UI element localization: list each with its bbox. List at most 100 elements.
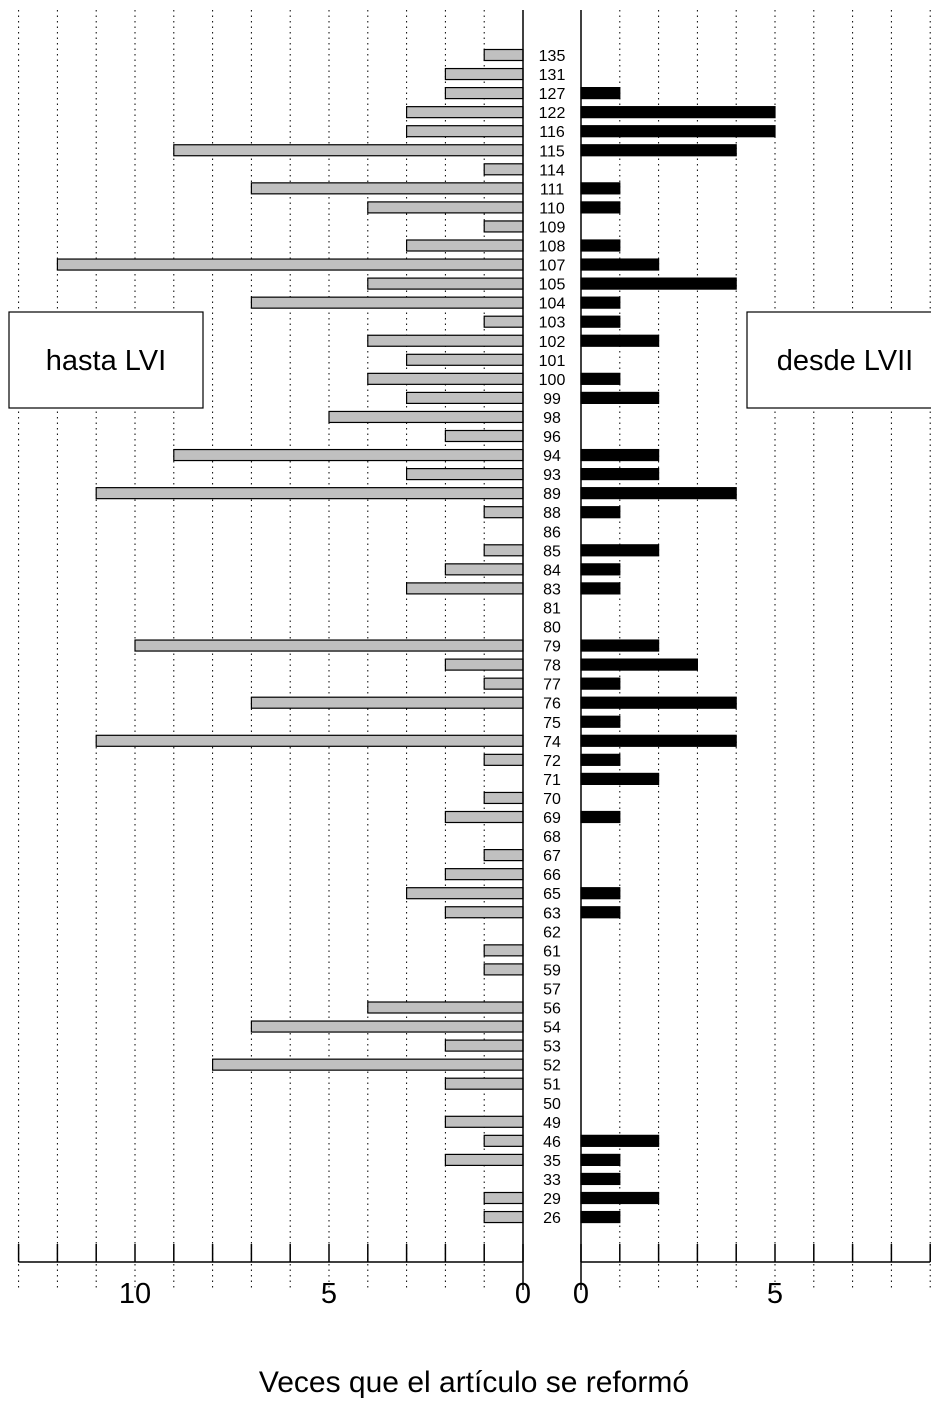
bar-left-56 (367, 1001, 524, 1014)
bar-right-107 (580, 258, 660, 271)
bar-left-35 (444, 1153, 524, 1167)
bar-left-108 (406, 239, 524, 252)
bar-left-100 (367, 372, 524, 385)
bar-right-33 (580, 1172, 621, 1186)
bar-right-63 (580, 906, 621, 919)
bar-left-49 (444, 1115, 524, 1128)
bar-left-52 (212, 1058, 524, 1071)
left-tick-label: 0 (515, 1278, 531, 1310)
bar-left-59 (483, 963, 524, 976)
bar-left-104 (250, 296, 524, 309)
bar-left-83 (406, 582, 524, 595)
category-label-109: 109 (539, 219, 566, 236)
bar-left-51 (444, 1077, 524, 1090)
bar-left-135 (483, 48, 524, 62)
legend-box-right: desde LVII (746, 311, 931, 409)
bar-right-85 (580, 544, 660, 557)
bar-left-96 (444, 429, 524, 443)
bar-left-109 (483, 220, 524, 233)
category-label-81: 81 (543, 600, 561, 617)
category-label-66: 66 (543, 867, 561, 884)
category-label-59: 59 (543, 962, 561, 979)
category-label-29: 29 (543, 1191, 561, 1208)
bar-left-63 (444, 906, 524, 919)
right-panel-label: desde LVII (777, 345, 914, 377)
bars (56, 48, 776, 1224)
bar-left-88 (483, 506, 524, 519)
bar-right-116 (580, 125, 776, 138)
category-label-80: 80 (543, 620, 561, 637)
category-label-53: 53 (543, 1039, 561, 1056)
x-axis-title: Veces que el artículo se reformó (259, 1366, 689, 1399)
category-label-77: 77 (543, 677, 561, 694)
category-label-99: 99 (543, 391, 561, 408)
bar-right-77 (580, 677, 621, 690)
category-label-116: 116 (539, 124, 565, 141)
category-label-107: 107 (539, 258, 566, 275)
bar-right-71 (580, 772, 660, 786)
bar-right-111 (580, 182, 621, 195)
category-label-33: 33 (543, 1172, 561, 1189)
bar-left-66 (444, 868, 524, 881)
category-label-61: 61 (543, 943, 561, 960)
bar-right-104 (580, 296, 621, 309)
category-label-84: 84 (543, 562, 561, 579)
bar-left-93 (406, 468, 524, 481)
bar-left-89 (95, 487, 524, 500)
category-label-70: 70 (543, 791, 561, 808)
category-label-76: 76 (543, 696, 561, 713)
bar-left-114 (483, 163, 524, 176)
bar-right-110 (580, 201, 621, 214)
category-label-103: 103 (539, 315, 566, 332)
x-axes: 10 5 0 0 5 (17, 1244, 931, 1310)
category-label-67: 67 (543, 848, 561, 865)
bar-right-93 (580, 468, 660, 481)
category-label-94: 94 (543, 448, 561, 465)
bar-right-89 (580, 487, 737, 500)
bar-right-115 (580, 144, 737, 157)
category-label-26: 26 (543, 1210, 561, 1227)
bar-left-54 (250, 1020, 524, 1033)
bar-left-74 (95, 734, 524, 747)
category-label-68: 68 (543, 829, 561, 846)
category-label-96: 96 (543, 429, 561, 446)
bar-left-103 (483, 315, 524, 328)
bar-left-127 (444, 86, 524, 100)
bar-right-46 (580, 1134, 660, 1147)
category-label-35: 35 (543, 1153, 561, 1170)
category-label-83: 83 (543, 581, 561, 598)
bar-right-99 (580, 391, 660, 404)
bar-right-83 (580, 582, 621, 595)
bar-left-115 (173, 144, 524, 157)
bar-left-65 (406, 887, 524, 900)
category-label-89: 89 (543, 486, 561, 503)
category-label-51: 51 (543, 1077, 561, 1094)
left-tick-label: 10 (119, 1278, 151, 1310)
left-panel-label: hasta LVI (46, 345, 166, 377)
category-label-93: 93 (543, 467, 561, 484)
bar-left-105 (367, 277, 524, 290)
category-label-62: 62 (543, 924, 561, 941)
bar-left-67 (483, 848, 524, 862)
bar-right-88 (580, 506, 621, 519)
category-label-85: 85 (543, 543, 561, 560)
bar-right-26 (580, 1210, 621, 1224)
bar-left-85 (483, 544, 524, 557)
category-label-101: 101 (539, 353, 566, 370)
category-label-135: 135 (539, 48, 566, 65)
category-label-63: 63 (543, 905, 561, 922)
category-label-105: 105 (539, 277, 566, 294)
right-tick-label: 0 (573, 1278, 589, 1310)
bar-left-110 (367, 201, 524, 214)
bar-left-107 (56, 258, 524, 271)
bar-right-75 (580, 715, 621, 728)
category-label-102: 102 (539, 334, 566, 351)
bar-right-78 (580, 658, 699, 671)
category-label-104: 104 (539, 296, 566, 313)
bar-right-100 (580, 372, 621, 385)
bar-right-65 (580, 887, 621, 900)
category-label-74: 74 (543, 734, 561, 751)
category-label-86: 86 (543, 524, 561, 541)
left-tick-label: 5 (321, 1278, 337, 1310)
